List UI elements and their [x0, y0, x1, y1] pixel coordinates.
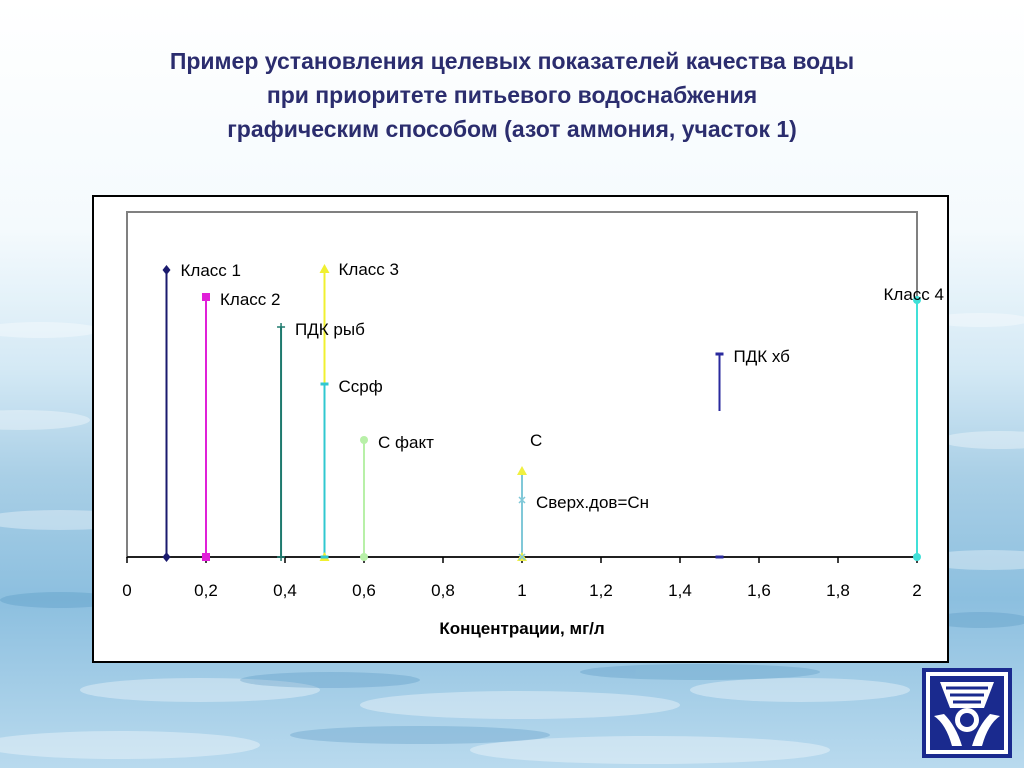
series-point [518, 496, 526, 504]
series-label: ПДК рыб [295, 320, 365, 339]
series-label: Класс 1 [181, 261, 241, 280]
slide-title: Пример установления целевых показателей … [0, 44, 1024, 146]
series-point [715, 352, 724, 356]
series-base-point [202, 553, 210, 561]
series-base-point [162, 552, 171, 562]
drop-lines [165, 269, 918, 557]
title-line-2: при приоритете питьевого водоснабжения [266, 82, 758, 108]
series-label: Ссрф [339, 377, 383, 396]
series-label: Класс 2 [220, 290, 280, 309]
series-label: С [530, 431, 542, 450]
series-point [913, 296, 921, 304]
series-markers [162, 264, 921, 562]
series-point [277, 323, 286, 331]
x-tick-label: 1 [517, 581, 526, 600]
title-line-1: Пример установления целевых показателей … [169, 48, 855, 74]
series-label: С факт [378, 433, 434, 452]
x-tick-label: 0,6 [352, 581, 376, 600]
series-base-point [320, 555, 329, 559]
x-tick-label: 0,8 [431, 581, 455, 600]
x-tick-label: 0,4 [273, 581, 297, 600]
series-base-point [715, 555, 724, 559]
x-axis-tick-labels: 0 0,2 0,4 0,6 0,8 1 1,2 1,4 1,6 1,8 2 [122, 581, 921, 600]
chart-area: 0 0,2 0,4 0,6 0,8 1 1,2 1,4 1,6 1,8 2 Класс 1Класс… [122, 211, 945, 638]
chart-frame: 0 0,2 0,4 0,6 0,8 1 1,2 1,4 1,6 1,8 2 Класс 1 Класс… [92, 195, 949, 663]
series-point [319, 264, 330, 273]
x-tick-label: 1,8 [826, 581, 850, 600]
x-tick-label: 1,4 [668, 581, 692, 600]
x-tick-label: 2 [912, 581, 921, 600]
series-base-point [277, 553, 286, 561]
series-point [320, 382, 329, 386]
series-labels: Класс 1 Класс 2 ПДК рыб Класс 3 Ссрф С факт С С… [181, 260, 945, 512]
series-point [162, 265, 171, 275]
x-tick-label: 0,2 [194, 581, 218, 600]
series-base-point [360, 553, 368, 561]
series-label: Класс 3 [339, 260, 399, 279]
series-label: ПДК хб [734, 347, 791, 366]
x-tick-label: 1,2 [589, 581, 613, 600]
series-point [360, 436, 368, 444]
series-base-point [518, 553, 526, 561]
x-axis-title: Концентрации, мг/л [439, 619, 604, 638]
series-point [202, 293, 210, 301]
series-point [517, 466, 527, 475]
x-tick-label: 1,6 [747, 581, 771, 600]
institute-emblem [922, 668, 1012, 758]
title-line-3: графическим способом (азот аммония, учас… [227, 116, 797, 142]
x-tick-label: 0 [122, 581, 131, 600]
series-label: Сверх.дов=Сн [536, 493, 649, 512]
series-label: Класс 4 [884, 285, 944, 304]
series-base-point [913, 553, 921, 561]
